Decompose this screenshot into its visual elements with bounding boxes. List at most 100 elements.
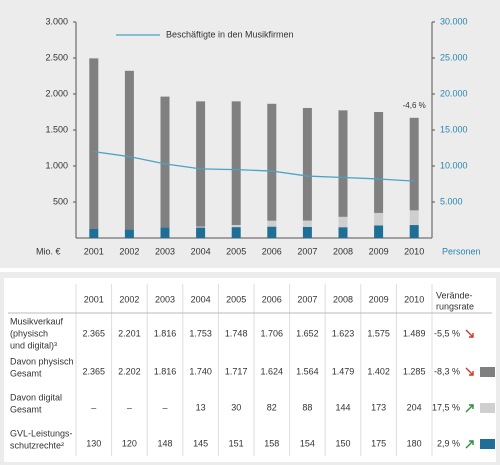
x-tick-label: 2007 bbox=[297, 246, 317, 256]
bar-segment bbox=[338, 110, 348, 217]
bar-segment bbox=[231, 227, 241, 238]
cell: 148 bbox=[157, 438, 172, 448]
line-series bbox=[93, 150, 415, 182]
rate: -5,5 % bbox=[434, 328, 460, 338]
cell: 30 bbox=[231, 402, 241, 412]
x-tick-label: 2001 bbox=[84, 246, 104, 256]
trend-arrow bbox=[465, 367, 474, 376]
x-tick-label: 2004 bbox=[191, 246, 211, 256]
table-box bbox=[4, 278, 496, 462]
cell: 158 bbox=[264, 438, 279, 448]
x-tick-label: 2006 bbox=[262, 246, 282, 256]
rate: 2,9 % bbox=[437, 438, 460, 448]
bar-segment bbox=[89, 58, 99, 229]
bar-segment bbox=[409, 210, 419, 226]
cell: 1.706 bbox=[261, 328, 284, 338]
table-header: 2002 bbox=[119, 294, 139, 304]
y-axis-label: Mio. € bbox=[36, 246, 61, 256]
bar-segment bbox=[374, 212, 384, 226]
bar-segment bbox=[374, 112, 384, 213]
x-tick-label: 2010 bbox=[404, 246, 424, 256]
row-label: (physisch bbox=[10, 328, 48, 338]
cell: – bbox=[91, 402, 96, 412]
bar-segment bbox=[231, 101, 241, 225]
cell: 150 bbox=[335, 438, 350, 448]
cell: 1.753 bbox=[189, 328, 212, 338]
trend-arrow bbox=[465, 329, 474, 338]
table-header: 2009 bbox=[369, 294, 389, 304]
cell: 1.816 bbox=[154, 328, 177, 338]
cell: – bbox=[127, 402, 132, 412]
bar-segment bbox=[409, 117, 419, 211]
y-tick-label: 2.000 bbox=[45, 88, 68, 98]
bar-segment bbox=[196, 226, 206, 228]
row-label: Musikverkauf bbox=[10, 316, 64, 326]
rate: 17,5 % bbox=[432, 402, 460, 412]
cell: – bbox=[162, 402, 167, 412]
y-tick-label: 2.500 bbox=[45, 52, 68, 62]
row-label: Gesamt bbox=[10, 404, 42, 414]
table-header: 2008 bbox=[333, 294, 353, 304]
bar-segment bbox=[160, 227, 170, 238]
bar-segment bbox=[338, 216, 348, 228]
cell: 151 bbox=[229, 438, 244, 448]
bar-segment bbox=[231, 224, 241, 228]
bar-segment bbox=[409, 225, 419, 238]
table-header: 2006 bbox=[262, 294, 282, 304]
row-label: Davon physisch bbox=[10, 356, 74, 366]
bar-segment bbox=[302, 107, 312, 221]
row-label: und digital)³ bbox=[10, 340, 57, 350]
x-tick-label: 2005 bbox=[226, 246, 246, 256]
table-header: rungsrate bbox=[436, 301, 474, 311]
y2-tick-label: 10.000 bbox=[440, 160, 468, 170]
bar-segment bbox=[302, 220, 312, 227]
cell: 1.748 bbox=[225, 328, 248, 338]
bar-segment bbox=[124, 70, 134, 230]
chart-panel bbox=[0, 0, 500, 268]
x-tick-label: 2009 bbox=[369, 246, 389, 256]
legend-label: Beschäftigte in den Musikfirmen bbox=[166, 29, 294, 39]
cell: 1.816 bbox=[154, 366, 177, 376]
cell: 180 bbox=[407, 438, 422, 448]
cell: 173 bbox=[371, 402, 386, 412]
annotation: -4,6 % bbox=[403, 101, 426, 110]
y2-tick-label: 15.000 bbox=[440, 124, 468, 134]
table-header: 2003 bbox=[155, 294, 175, 304]
bar-segment bbox=[267, 220, 277, 227]
table-header: 2001 bbox=[84, 294, 104, 304]
x-tick-label: 2008 bbox=[333, 246, 353, 256]
trend-arrow bbox=[465, 404, 474, 413]
table-header: 2004 bbox=[191, 294, 211, 304]
cell: 1.652 bbox=[296, 328, 319, 338]
cell: 175 bbox=[371, 438, 386, 448]
row-label: GVL-Leistungs- bbox=[10, 428, 73, 438]
x-tick-label: 2003 bbox=[155, 246, 175, 256]
cell: 2.202 bbox=[118, 366, 141, 376]
table-header: 2005 bbox=[226, 294, 246, 304]
legend-swatch bbox=[480, 367, 495, 377]
bar-segment bbox=[160, 96, 170, 228]
y-tick-label: 1.500 bbox=[45, 124, 68, 134]
table-header: Verände- bbox=[436, 290, 473, 300]
row-label: schutzrechte² bbox=[10, 440, 64, 450]
bar-segment bbox=[302, 226, 312, 238]
cell: 2.365 bbox=[83, 366, 106, 376]
cell: 13 bbox=[196, 402, 206, 412]
cell: 1.285 bbox=[403, 366, 426, 376]
bar-segment bbox=[124, 229, 134, 238]
bar-segment bbox=[267, 226, 277, 238]
y2-tick-label: 30.000 bbox=[440, 16, 468, 26]
cell: 1.575 bbox=[367, 328, 390, 338]
cell: 120 bbox=[122, 438, 137, 448]
cell: 1.623 bbox=[332, 328, 355, 338]
y2-tick-label: 5.000 bbox=[440, 196, 463, 206]
legend-swatch bbox=[480, 439, 495, 449]
rate: -8,3 % bbox=[434, 366, 460, 376]
row-label: Gesamt bbox=[10, 368, 42, 378]
cell: 154 bbox=[300, 438, 315, 448]
y-tick-label: 1.000 bbox=[45, 160, 68, 170]
cell: 1.402 bbox=[367, 366, 390, 376]
cell: 1.740 bbox=[189, 366, 212, 376]
cell: 1.564 bbox=[296, 366, 319, 376]
